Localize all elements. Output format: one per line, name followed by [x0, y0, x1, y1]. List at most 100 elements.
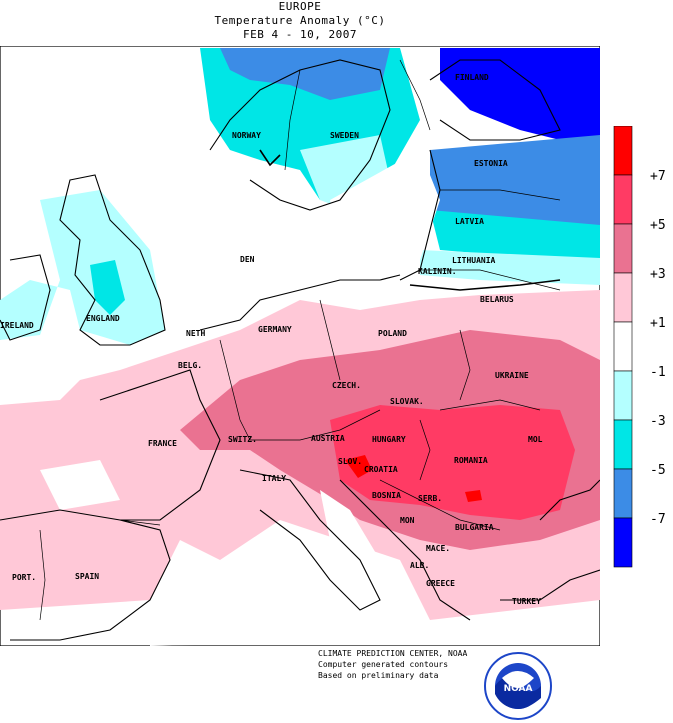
border-germany-poland	[319, 299, 341, 381]
label-romania: ROMANIA	[454, 456, 488, 465]
label-belgium: BELG.	[178, 361, 202, 370]
label-moldova: MOL	[528, 435, 543, 444]
anomaly-fill	[0, 48, 600, 646]
label-france: FRANCE	[148, 439, 177, 448]
legend-swatch	[613, 370, 633, 421]
country-labels: FINLAND NORWAY SWEDEN ESTONIA LATVIA LIT…	[0, 73, 543, 606]
label-serbia: SERB.	[418, 494, 442, 503]
legend-label: -5	[650, 463, 666, 478]
legend-label: +3	[650, 267, 666, 282]
border-spain-france	[119, 519, 161, 526]
border-poland-ukraine	[459, 329, 471, 401]
border-sweden-finland	[399, 59, 431, 131]
label-belarus: BELARUS	[480, 295, 514, 304]
sea-atlantic	[0, 340, 80, 405]
zone-minus7-finland	[440, 48, 600, 150]
zone-minus5-north	[220, 48, 390, 100]
border-alps	[250, 409, 381, 441]
sea-bay-biscay	[40, 460, 120, 510]
noaa-logo: NOAA	[484, 652, 552, 720]
title-variable: Temperature Anomaly (°C)	[214, 14, 386, 27]
coastlines	[0, 59, 600, 641]
credit-line-1: CLIMATE PREDICTION CENTER, NOAA	[318, 649, 468, 658]
label-germany: GERMANY	[258, 325, 292, 334]
border-spain-portugal	[39, 529, 46, 621]
legend-swatch	[613, 419, 633, 470]
legend-label: +5	[650, 218, 666, 233]
label-switzerland: SWITZ.	[228, 435, 257, 444]
color-legend: +7 +5 +3 +1 -1 -3 -5 -7	[613, 126, 666, 568]
label-italy: ITALY	[262, 474, 286, 483]
label-denmark: DEN	[240, 255, 255, 264]
credit-line-2: Computer generated contours	[318, 660, 449, 669]
legend-swatch	[613, 321, 633, 372]
border-hungary-romania	[419, 419, 431, 481]
title-region: EUROPE	[278, 0, 322, 13]
zone-minus3-baltic	[430, 210, 600, 260]
anomaly-map: FINLAND NORWAY SWEDEN ESTONIA LATVIA LIT…	[0, 46, 600, 646]
border-romania-ukraine	[439, 399, 541, 411]
label-bosnia: BOSNIA	[372, 491, 401, 500]
legend-swatch	[613, 272, 633, 323]
label-hungary: HUNGARY	[372, 435, 406, 444]
label-macedonia: MACE.	[426, 544, 450, 553]
coast-black-sea	[539, 479, 600, 521]
label-montenegro: MON	[400, 516, 415, 525]
label-finland: FINLAND	[455, 73, 489, 82]
border-balkans	[379, 479, 501, 531]
coast-italy	[239, 469, 381, 611]
legend-label: +7	[650, 169, 666, 184]
title-period: FEB 4 - 10, 2007	[243, 28, 357, 41]
borders	[39, 59, 561, 621]
coast-scandinavia	[209, 59, 391, 211]
coast-baltic-east	[399, 149, 441, 281]
label-spain: SPAIN	[75, 572, 99, 581]
border-baltic	[440, 189, 561, 201]
contour-belarus	[409, 279, 561, 291]
zone-plus5-danube	[330, 405, 575, 520]
label-england: ENGLAND	[86, 314, 120, 323]
label-sweden: SWEDEN	[330, 131, 359, 140]
legend-label: -7	[650, 512, 666, 527]
label-czech: CZECH.	[332, 381, 361, 390]
border-france-germany	[219, 339, 251, 441]
zone-plus7-croatia	[345, 455, 372, 478]
label-latvia: LATVIA	[455, 217, 484, 226]
coast-iberia	[0, 509, 171, 641]
legend-label: -1	[650, 365, 666, 380]
label-portugal: PORT.	[12, 573, 36, 582]
label-slovenia: SLOV.	[338, 457, 362, 466]
label-poland: POLAND	[378, 329, 407, 338]
label-ireland: IRELAND	[0, 321, 34, 330]
label-netherlands: NETH	[186, 329, 205, 338]
coast-ireland	[0, 254, 51, 341]
credit-block: CLIMATE PREDICTION CENTER, NOAA Computer…	[318, 648, 467, 681]
zone-plus7-romania	[465, 490, 482, 502]
legend-swatch	[613, 517, 633, 568]
zone-minus1-baltic	[420, 250, 600, 285]
label-slovakia: SLOVAK.	[390, 397, 424, 406]
sea-adriatic	[320, 490, 380, 580]
label-estonia: ESTONIA	[474, 159, 508, 168]
coast-balkans	[339, 479, 471, 621]
contour-lines	[259, 149, 561, 291]
legend-label: +1	[650, 316, 666, 331]
label-turkey: TURKEY	[512, 597, 541, 606]
legend-swatch	[613, 223, 633, 274]
label-kaliningrad: KALININ.	[418, 267, 457, 276]
label-ukraine: UKRAINE	[495, 371, 529, 380]
coast-north-continent	[199, 274, 401, 331]
label-greece: GREECE	[426, 579, 455, 588]
sea-north	[150, 190, 250, 330]
map-title: EUROPE Temperature Anomaly (°C) FEB 4 - …	[0, 0, 600, 42]
contour-norway	[259, 149, 281, 167]
legend-swatch	[613, 174, 633, 225]
label-norway: NORWAY	[232, 131, 261, 140]
coast-france	[99, 369, 221, 521]
label-lithuania: LITHUANIA	[452, 256, 496, 265]
credit-line-3: Based on preliminary data	[318, 671, 439, 680]
zone-minus1-britain	[0, 190, 165, 345]
legend-label: -3	[650, 414, 666, 429]
legend-swatch	[613, 468, 633, 519]
coast-turkey	[500, 569, 600, 601]
